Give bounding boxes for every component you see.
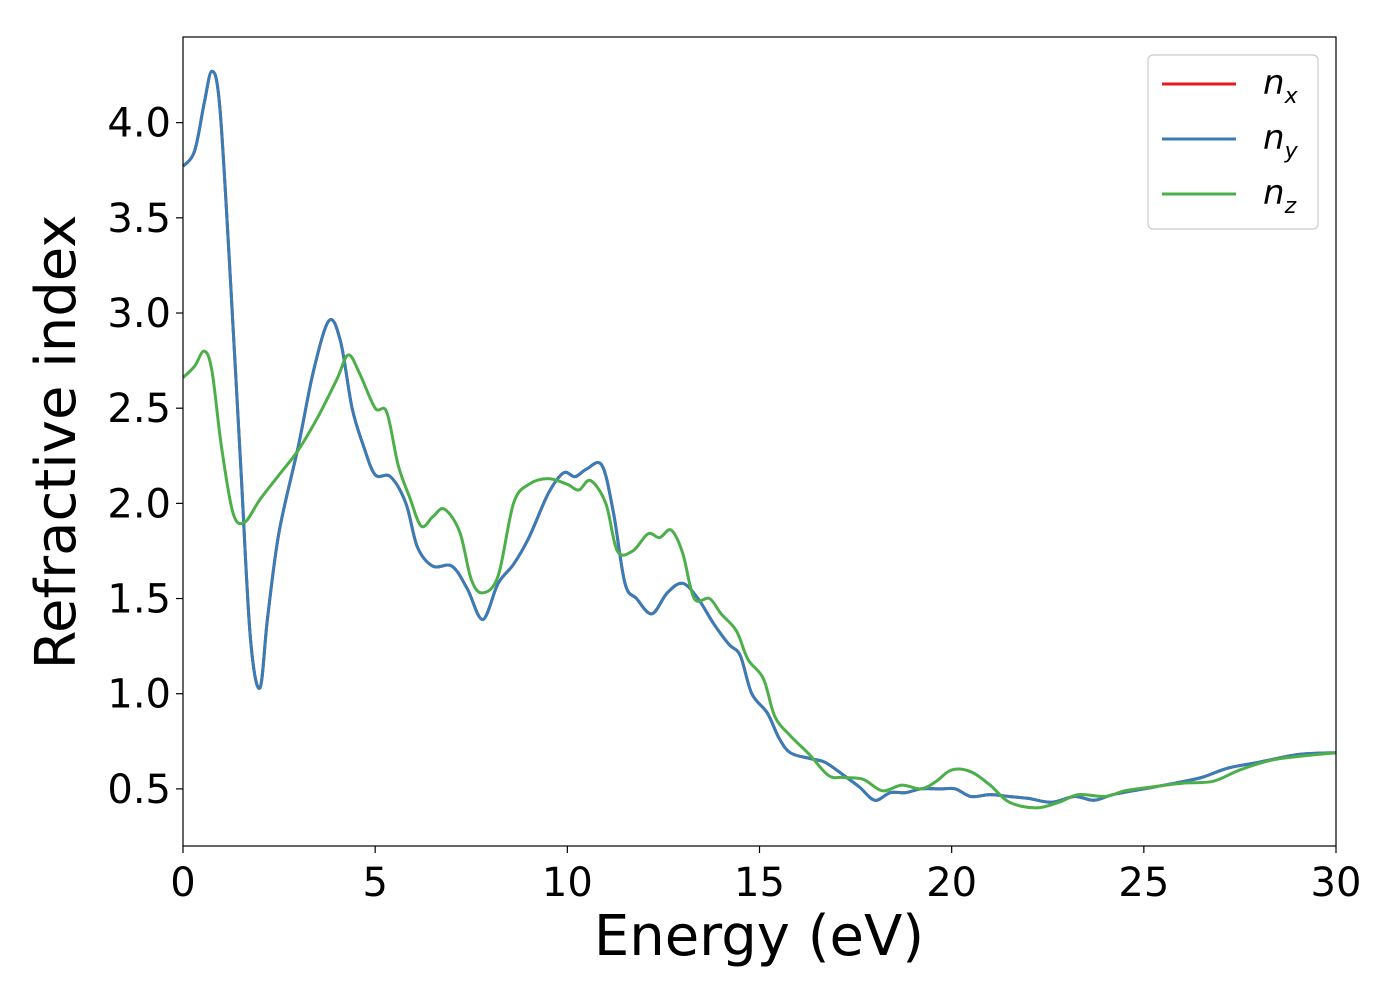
y-tick-label: 0.5: [107, 767, 171, 813]
series-layer: [183, 69, 1336, 810]
x-tick-label: 25: [1118, 860, 1169, 906]
legend-label-x: nx: [1263, 63, 1299, 109]
y-axis-title: Refractive index: [24, 215, 89, 670]
y-tick-label: 3.5: [107, 196, 171, 242]
y-tick-label: 4.0: [107, 101, 171, 147]
legend-box: [1147, 54, 1319, 230]
legend-label-y: ny: [1263, 118, 1299, 164]
x-tick-label: 20: [926, 860, 977, 906]
y-tick-label: 1.0: [107, 672, 171, 718]
x-tick-label: 5: [362, 860, 387, 906]
x-tick-label: 10: [542, 860, 593, 906]
x-axis-title: Energy (eV): [594, 904, 924, 969]
axes-layer: 0 5 10 15 20 25 30 0.5 1.0 1.5 2.0 2.5 3.0 3.5 4.0: [107, 36, 1362, 906]
series-line-z: [183, 349, 1336, 810]
x-tick-label: 0: [170, 860, 195, 906]
y-tick-label: 1.5: [107, 577, 171, 623]
y-tick-label: 2.5: [107, 386, 171, 432]
x-tick-label: 15: [734, 860, 785, 906]
y-tick-label: 3.0: [107, 291, 171, 337]
series-line-y: [183, 69, 1336, 804]
x-tick-label: 30: [1311, 860, 1362, 906]
legend: nx ny nz: [1147, 54, 1319, 230]
y-tick-label: 2.0: [107, 481, 171, 527]
legend-label-z: nz: [1263, 173, 1297, 219]
